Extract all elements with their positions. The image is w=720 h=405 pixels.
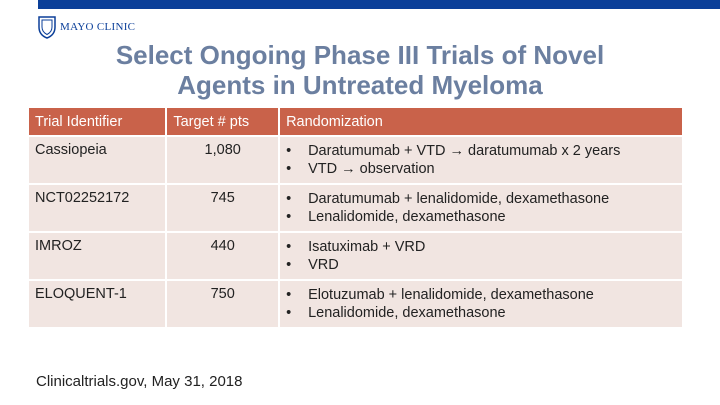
arm-item: VRD <box>286 256 676 274</box>
slide-title: Select Ongoing Phase III Trials of Novel… <box>60 40 660 100</box>
randomization-cell: Elotuzumab + lenalidomide, dexamethasone… <box>280 281 682 329</box>
header-target-pts: Target # pts <box>167 108 281 137</box>
randomization-cell: Isatuximab + VRD VRD <box>280 233 682 281</box>
arm-item: Lenalidomide, dexamethasone <box>286 208 676 226</box>
randomization-cell: Daratumumab + lenalidomide, dexamethason… <box>280 185 682 233</box>
title-line-2: Agents in Untreated Myeloma <box>177 70 543 100</box>
table-header-row: Trial Identifier Target # pts Randomizat… <box>29 108 682 137</box>
arm-item: Lenalidomide, dexamethasone <box>286 304 676 322</box>
table-row: IMROZ 440 Isatuximab + VRD VRD <box>29 233 682 281</box>
trials-table: Trial Identifier Target # pts Randomizat… <box>29 108 682 329</box>
source-footnote: Clinicaltrials.gov, May 31, 2018 <box>36 373 243 390</box>
randomization-cell: Daratumumab + VTD → daratumumab x 2 year… <box>280 137 682 185</box>
trial-id-cell: NCT02252172 <box>29 185 168 233</box>
trial-id-cell: Cassiopeia <box>29 137 168 185</box>
arm-item: VTD → observation <box>286 160 676 178</box>
header-randomization: Randomization <box>280 108 682 137</box>
arm-item: Daratumumab + lenalidomide, dexamethason… <box>286 190 676 208</box>
table-row: NCT02252172 745 Daratumumab + lenalidomi… <box>29 185 682 233</box>
title-line-1: Select Ongoing Phase III Trials of Novel <box>115 40 605 70</box>
target-pts-cell: 745 <box>167 185 281 233</box>
target-pts-cell: 1,080 <box>167 137 281 185</box>
arm-item: Elotuzumab + lenalidomide, dexamethasone <box>286 286 676 304</box>
mayo-clinic-logo: MAYO CLINIC <box>38 14 135 40</box>
header-trial-identifier: Trial Identifier <box>29 108 168 137</box>
logo-text: MAYO CLINIC <box>60 21 136 33</box>
table-row: ELOQUENT-1 750 Elotuzumab + lenalidomide… <box>29 281 682 329</box>
target-pts-cell: 440 <box>167 233 281 281</box>
arm-item: Isatuximab + VRD <box>286 238 676 256</box>
mayo-shield-icon <box>38 16 56 39</box>
trial-id-cell: IMROZ <box>29 233 168 281</box>
target-pts-cell: 750 <box>167 281 281 329</box>
table-row: Cassiopeia 1,080 Daratumumab + VTD → dar… <box>29 137 682 185</box>
arm-item: Daratumumab + VTD → daratumumab x 2 year… <box>286 142 676 160</box>
top-color-bar <box>38 0 720 9</box>
trial-id-cell: ELOQUENT-1 <box>29 281 168 329</box>
